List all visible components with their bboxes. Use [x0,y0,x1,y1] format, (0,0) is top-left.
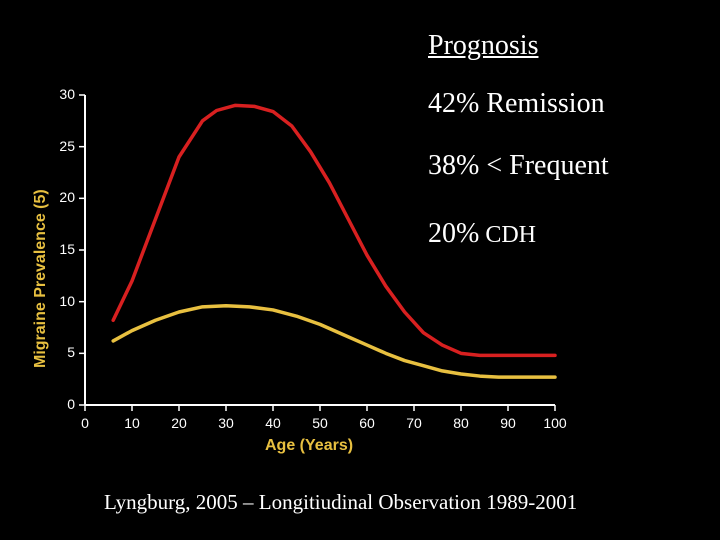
x-tick: 70 [396,415,432,431]
x-tick: 90 [490,415,526,431]
y-tick: 5 [47,344,75,360]
x-tick: 0 [67,415,103,431]
y-tick: 0 [47,396,75,412]
y-tick: 25 [47,138,75,154]
y-axis-label: Migraine Prevalence (5) [32,189,50,368]
y-tick: 20 [47,189,75,205]
x-tick: 40 [255,415,291,431]
y-tick: 30 [47,86,75,102]
x-tick: 30 [208,415,244,431]
chart: Migraine Prevalence (5) Age (Years) 0510… [40,85,565,465]
x-tick: 50 [302,415,338,431]
prognosis-title: Prognosis [428,30,538,62]
slide: { "header": { "title": "Prognosis", "tit… [0,0,720,540]
y-tick: 10 [47,293,75,309]
x-tick: 100 [537,415,573,431]
x-tick: 80 [443,415,479,431]
x-tick: 20 [161,415,197,431]
chart-svg [40,85,565,415]
x-axis-label: Age (Years) [265,437,353,455]
x-tick: 60 [349,415,385,431]
citation: Lyngburg, 2005 – Longitiudinal Observati… [104,490,577,515]
x-tick: 10 [114,415,150,431]
y-tick: 15 [47,241,75,257]
